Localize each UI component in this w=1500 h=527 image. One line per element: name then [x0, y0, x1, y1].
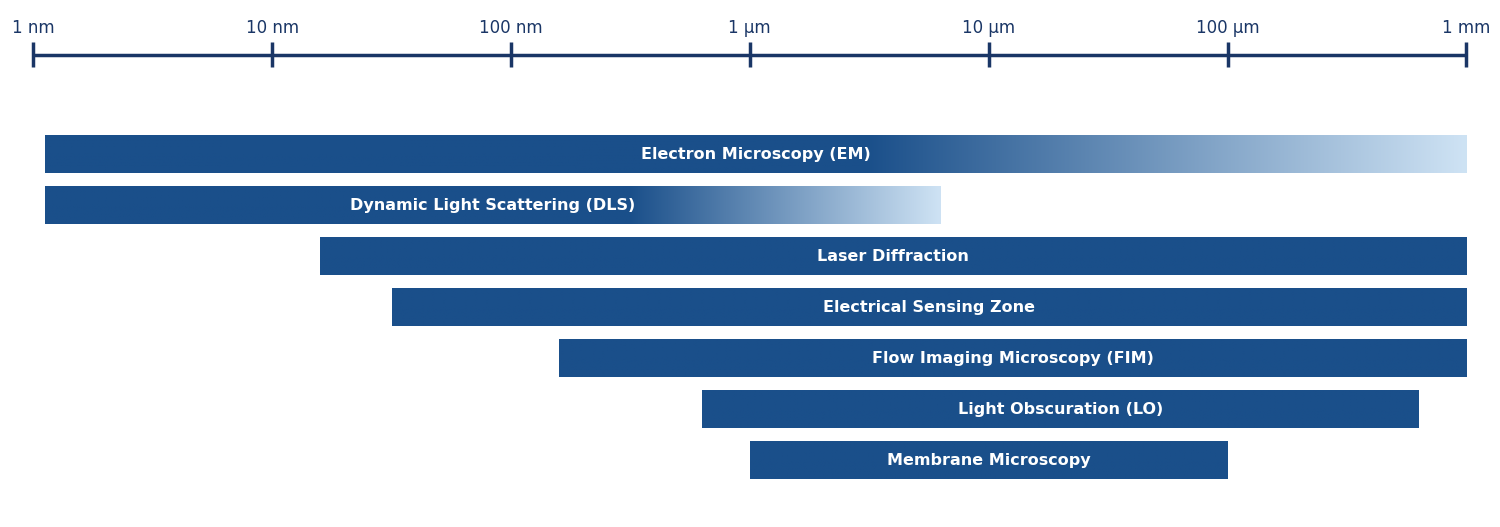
Text: Membrane Microscopy: Membrane Microscopy	[886, 453, 1090, 468]
Text: Electron Microscopy (EM): Electron Microscopy (EM)	[640, 147, 870, 162]
Text: 1 nm: 1 nm	[12, 19, 54, 37]
Text: 10 nm: 10 nm	[246, 19, 298, 37]
Text: 100 nm: 100 nm	[478, 19, 543, 37]
Text: Flow Imaging Microscopy (FIM): Flow Imaging Microscopy (FIM)	[871, 351, 1154, 366]
Text: 1 μm: 1 μm	[729, 19, 771, 37]
Text: 100 μm: 100 μm	[1196, 19, 1260, 37]
Text: Light Obscuration (LO): Light Obscuration (LO)	[957, 402, 1162, 417]
Text: Laser Diffraction: Laser Diffraction	[818, 249, 969, 264]
Text: Dynamic Light Scattering (DLS): Dynamic Light Scattering (DLS)	[351, 198, 636, 213]
Text: Electrical Sensing Zone: Electrical Sensing Zone	[824, 300, 1035, 315]
Text: 10 μm: 10 μm	[962, 19, 1016, 37]
Text: 1 mm: 1 mm	[1442, 19, 1491, 37]
